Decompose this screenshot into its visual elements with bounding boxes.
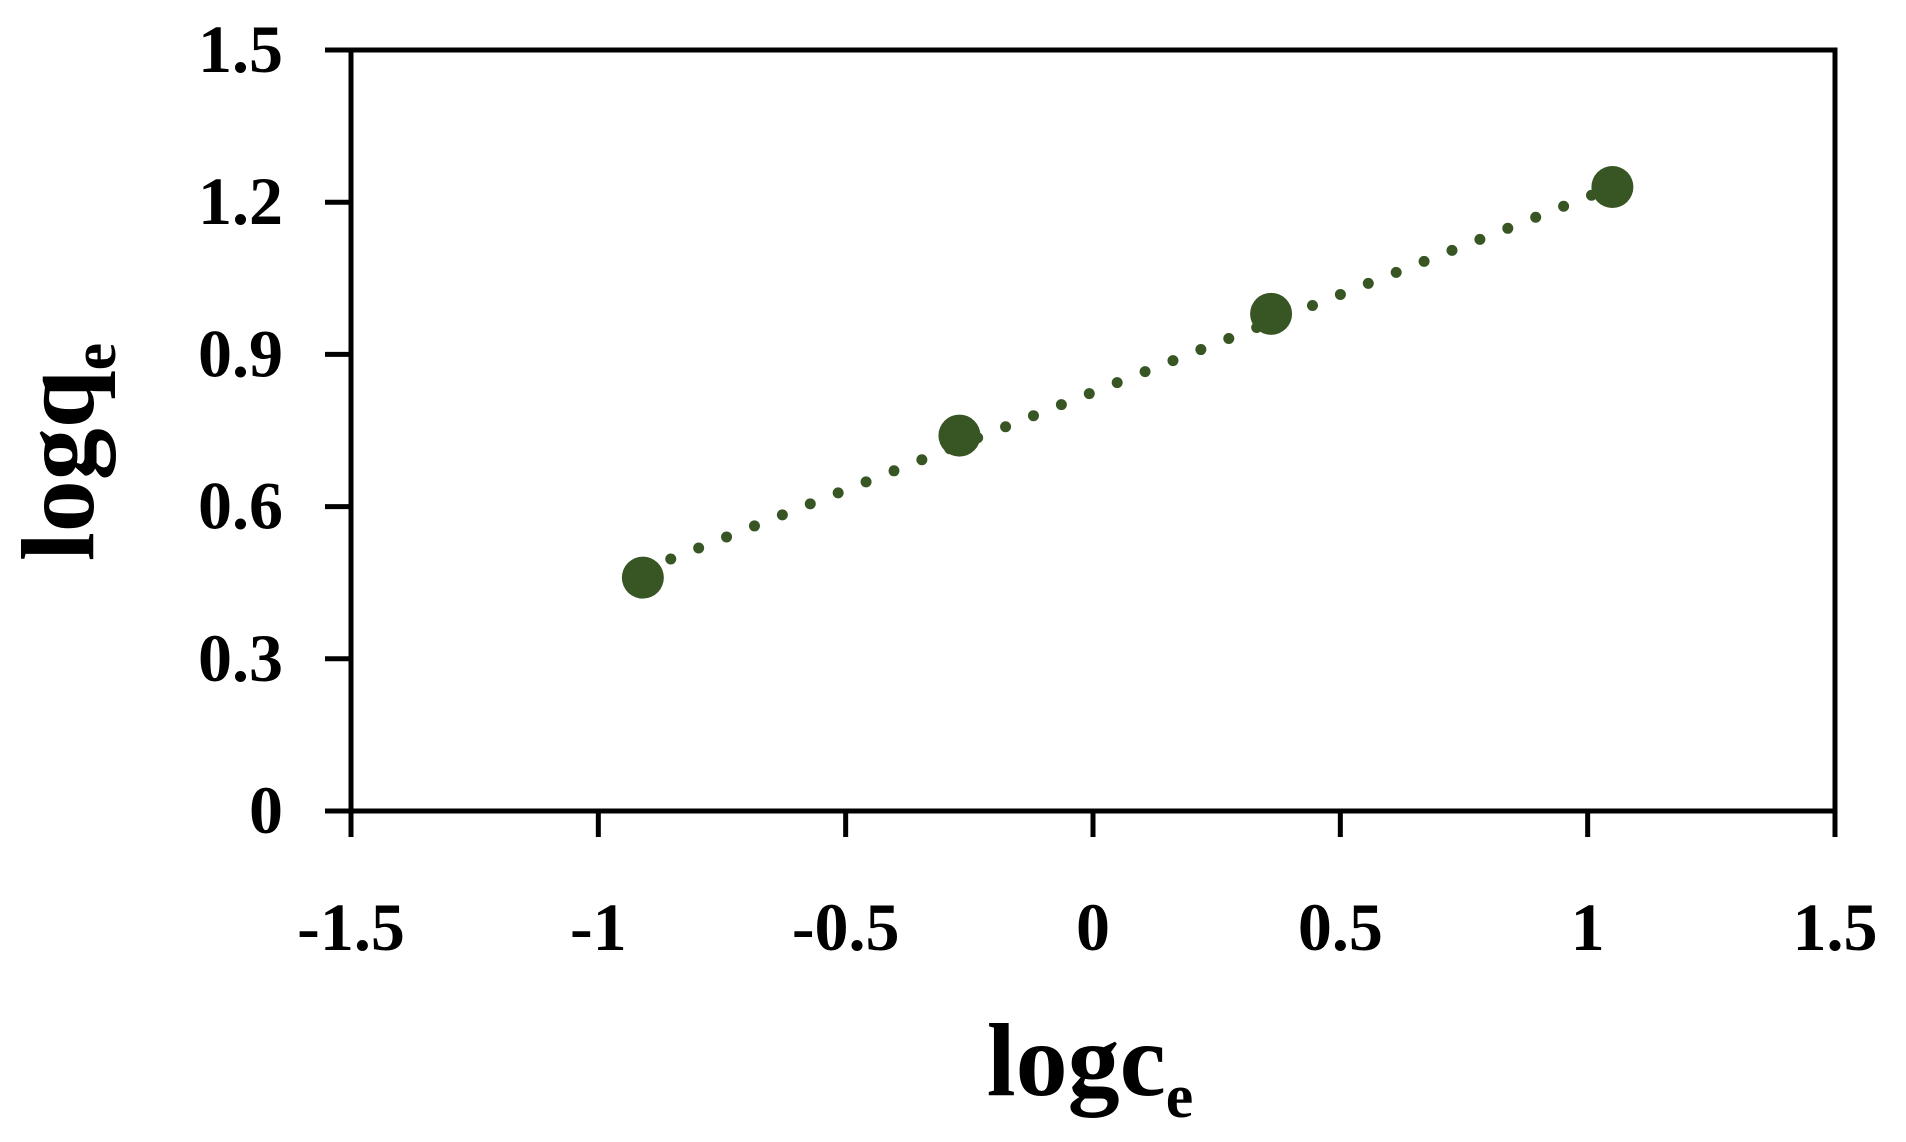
- x-axis-title: logce: [987, 1003, 1194, 1131]
- x-tick-label: 0.5: [1298, 889, 1383, 965]
- trendline: [637, 181, 1618, 576]
- plot-area: [348, 47, 1838, 814]
- y-axis-ticks: 0 0.3 0.6 0.9 1.2 1.5: [198, 11, 351, 848]
- data-point: [1250, 292, 1293, 335]
- x-tick-label: 0: [1076, 889, 1110, 965]
- y-axis-title: logqe: [1, 343, 129, 561]
- y-tick-label: 1.2: [198, 163, 283, 239]
- y-axis-title-base: logq: [1, 370, 116, 561]
- trendline-group: [637, 181, 1618, 576]
- data-points-group: [621, 165, 1634, 599]
- plot-frame: [348, 47, 1838, 814]
- y-tick-label: 1.5: [198, 11, 283, 87]
- data-point: [938, 414, 981, 457]
- x-tick-label: -1.5: [297, 889, 405, 965]
- y-tick-label: 0.3: [198, 620, 283, 696]
- x-axis-title-base: logc: [987, 1003, 1166, 1118]
- x-tick-label: -0.5: [792, 889, 900, 965]
- y-tick-label: 0.9: [198, 315, 283, 391]
- data-point: [621, 556, 664, 599]
- y-tick-label: 0.6: [198, 468, 283, 544]
- x-tick-label: 1: [1571, 889, 1605, 965]
- y-tick-label: 0: [249, 772, 283, 848]
- x-axis-title-subscript: e: [1166, 1063, 1194, 1131]
- x-tick-label: 1.5: [1793, 889, 1878, 965]
- data-point: [1591, 165, 1634, 208]
- y-axis-title-subscript: e: [61, 343, 129, 371]
- x-tick-label: -1: [570, 889, 627, 965]
- x-axis-ticks: -1.5 -1 -0.5 0 0.5 1 1.5: [297, 811, 1878, 965]
